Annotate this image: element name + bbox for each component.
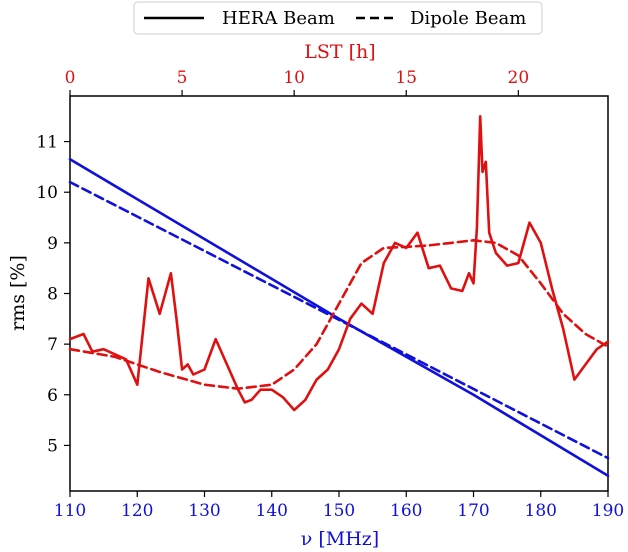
y-axis-title: rms [%]	[7, 255, 29, 331]
legend-box	[133, 1, 543, 35]
top-tick-label: 10	[283, 68, 305, 88]
bottom-axis-title: ν [MHz]	[301, 528, 379, 550]
top-tick-label: 15	[395, 68, 417, 88]
top-tick-label: 20	[508, 68, 530, 88]
x-tick-label: 160	[390, 501, 422, 521]
lst-hera-line	[68, 115, 610, 412]
legend: HERA Beam Dipole Beam	[133, 1, 543, 35]
frequency-hera-line	[68, 158, 610, 478]
x-tick-label: 180	[525, 501, 557, 521]
x-tick-label: 130	[188, 501, 220, 521]
x-tick-label: 110	[54, 501, 86, 521]
y-tick-label: 9	[47, 234, 58, 254]
y-tick-label: 7	[47, 335, 58, 355]
y-tick-label: 11	[36, 133, 58, 153]
y-tick-label: 5	[47, 436, 58, 456]
frequency-dipole-line	[68, 180, 610, 460]
plot-frame	[69, 95, 609, 492]
lst-dipole-line	[68, 239, 610, 391]
top-tick-label: 5	[177, 68, 188, 88]
x-tick-label: 170	[457, 501, 489, 521]
top-axis-title: LST [h]	[304, 41, 375, 63]
x-tick-label: 120	[121, 501, 153, 521]
plot-area: 110 120 130 140 150 160 170 180 190 0 5 10 15 20 5 6 7 8 9…	[36, 68, 624, 521]
y-tick-label: 10	[36, 183, 58, 203]
x-tick-label: 190	[592, 501, 624, 521]
y-tick-label: 6	[47, 386, 58, 406]
x-tick-label: 150	[323, 501, 355, 521]
x-tick-label: 140	[256, 501, 288, 521]
top-tick-label: 0	[65, 68, 76, 88]
legend-label-dipole: Dipole Beam	[410, 8, 526, 29]
y-tick-label: 8	[47, 285, 58, 305]
legend-label-hera: HERA Beam	[222, 8, 335, 29]
